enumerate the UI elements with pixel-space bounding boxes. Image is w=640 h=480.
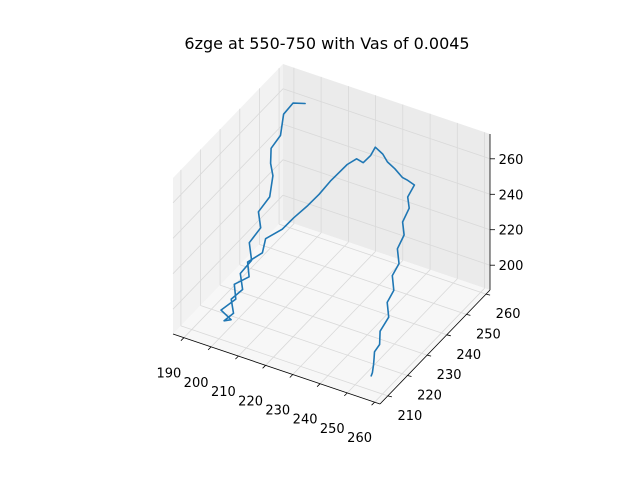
y-tick-mark <box>486 293 491 296</box>
x-tick-label: 210 <box>211 385 236 400</box>
x-tick-mark <box>344 392 348 397</box>
z-tick-label: 220 <box>499 224 524 239</box>
y-tick-mark <box>387 395 392 398</box>
x-tick-mark <box>316 383 321 387</box>
y-tick-label: 260 <box>496 307 521 322</box>
y-gridline-floor <box>219 284 428 356</box>
y-gridline-floor <box>278 223 487 295</box>
series-line <box>220 102 416 377</box>
x-tick-label: 240 <box>293 413 318 428</box>
y-tick-label: 230 <box>437 368 462 383</box>
x-tick-label: 250 <box>320 422 345 437</box>
x-tick-mark <box>371 401 375 406</box>
y-gridline-floor <box>259 244 467 315</box>
x-tick-label: 200 <box>184 376 209 391</box>
z-gridline-back <box>282 88 491 160</box>
x-gridline-floor <box>292 260 404 375</box>
x-tick-mark <box>180 337 185 341</box>
pane-floor <box>173 220 490 404</box>
x-axis-line <box>172 333 381 405</box>
y-tick-label: 240 <box>456 348 481 363</box>
z-gridline-left <box>172 88 284 204</box>
x-tick-label: 190 <box>156 367 181 382</box>
chart-title: 6zge at 550-750 with Vas of 0.0045 <box>184 34 469 53</box>
x-tick-mark <box>207 346 212 351</box>
z-tick-label: 240 <box>499 188 524 203</box>
x-gridline-floor <box>319 269 431 384</box>
axes-panes <box>173 64 490 404</box>
x-gridline-floor <box>265 251 376 366</box>
z-tick-label: 260 <box>499 153 524 168</box>
x-gridline-floor <box>347 278 458 394</box>
plot-area <box>220 102 416 377</box>
y-gridline-floor <box>180 325 389 397</box>
x-tick-mark <box>289 374 294 378</box>
x-tick-mark <box>262 365 266 369</box>
y-tick-mark <box>407 375 412 377</box>
y-gridline-floor <box>239 264 447 336</box>
y-tick-label: 220 <box>417 389 442 404</box>
y-tick-label: 250 <box>476 327 501 342</box>
z-gridline-left <box>172 124 284 239</box>
x-gridline-floor <box>183 223 295 338</box>
y-tick-mark <box>427 354 432 357</box>
pane-back <box>283 64 490 290</box>
y-axis-line <box>379 289 491 405</box>
x-gridline-floor <box>238 241 349 357</box>
x-tick-mark <box>235 355 239 360</box>
tick-group: 1902002102202302402502602102202302402502… <box>156 153 523 446</box>
y-tick-mark <box>446 334 451 337</box>
y-tick-label: 210 <box>397 409 422 424</box>
x-gridline-floor <box>210 232 322 348</box>
x-gridline-floor <box>374 287 485 403</box>
x-tick-label: 220 <box>238 394 263 409</box>
z-tick-label: 200 <box>499 259 524 274</box>
x-tick-label: 260 <box>347 431 372 446</box>
y-tick-mark <box>466 314 471 316</box>
z-gridline-back <box>282 194 491 266</box>
z-gridline-back <box>282 159 491 231</box>
axes-lines <box>172 134 491 405</box>
z-gridline-left <box>172 159 284 274</box>
z-gridline-left <box>172 194 284 310</box>
x-tick-label: 230 <box>265 404 290 419</box>
